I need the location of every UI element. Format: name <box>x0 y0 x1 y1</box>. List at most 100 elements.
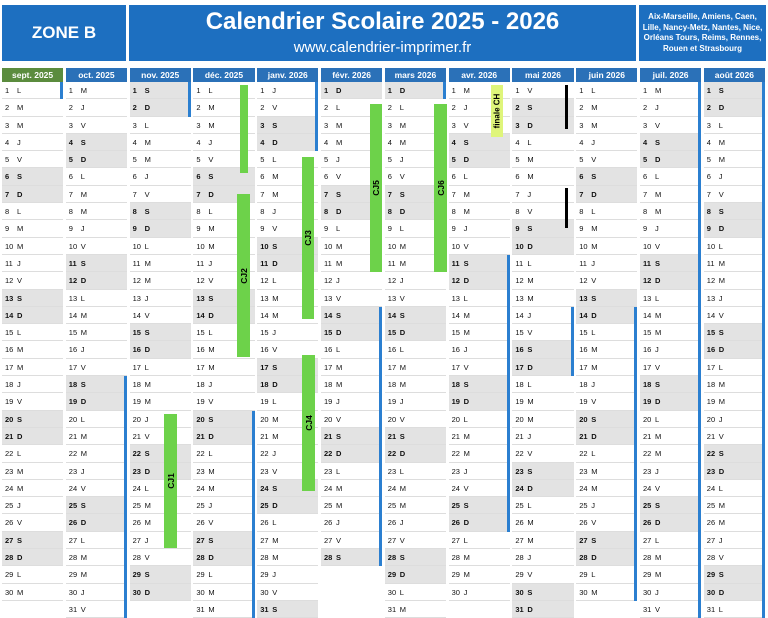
day-letter: D <box>272 137 278 147</box>
day-letter: V <box>80 362 86 372</box>
day-number: 3 <box>324 120 329 130</box>
day-letter: S <box>336 310 342 320</box>
day-row: 16 D <box>129 341 191 359</box>
day-number: 3 <box>68 120 73 130</box>
day-number: 2 <box>132 103 137 113</box>
day-letter: M <box>144 380 151 390</box>
day-number: 16 <box>324 345 333 355</box>
day-number: 18 <box>515 380 524 390</box>
day-number: 8 <box>451 207 456 217</box>
month-header: mars 2026 <box>384 68 446 82</box>
day-letter: S <box>399 553 405 563</box>
day-row: 10 L <box>703 238 765 255</box>
day-number: 13 <box>68 293 78 303</box>
day-letter: V <box>336 172 342 182</box>
day-row: 12 J <box>321 272 383 290</box>
day-letter: J <box>144 414 149 424</box>
day-row: 27 J <box>703 532 765 550</box>
day-letter: V <box>272 466 278 476</box>
day-letter: D <box>655 276 661 286</box>
day-number: 5 <box>132 155 137 165</box>
day-number: 18 <box>387 380 397 390</box>
day-letter: M <box>655 86 662 95</box>
day-letter: M <box>272 310 279 320</box>
day-number: 16 <box>260 345 269 355</box>
day-number: 20 <box>515 414 524 424</box>
day-letter: M <box>718 380 726 390</box>
day-letter: L <box>208 328 213 338</box>
day-number: 27 <box>260 535 269 545</box>
day-row: 30 J <box>65 584 127 601</box>
day-number: 22 <box>451 449 460 459</box>
day-row: 23 D <box>129 462 191 480</box>
day-number: 26 <box>260 518 269 528</box>
day-number: 9 <box>5 224 10 234</box>
day-row: 18 J <box>576 376 638 394</box>
day-letter: L <box>208 86 213 95</box>
day-number: 14 <box>387 310 397 320</box>
day-number: 2 <box>579 103 584 113</box>
day-letter: J <box>144 293 149 303</box>
day-letter: S <box>591 172 597 182</box>
day-letter: S <box>527 587 533 597</box>
site-url[interactable]: www.calendrier-imprimer.fr <box>293 39 472 56</box>
day-number: 8 <box>387 207 392 217</box>
day-row: 22 D <box>321 445 383 463</box>
day-letter: V <box>655 241 661 251</box>
day-number: 21 <box>324 431 333 441</box>
day-letter: M <box>144 155 151 165</box>
day-row: 16 M <box>2 341 64 359</box>
day-number: 25 <box>324 501 333 511</box>
day-row: 26 M <box>512 514 574 532</box>
day-row: 26 V <box>2 514 64 532</box>
day-number: 11 <box>451 258 460 268</box>
day-row: 28 S <box>321 549 383 567</box>
day-letter: M <box>463 570 470 580</box>
day-number: 1 <box>68 86 73 95</box>
day-letter: M <box>208 483 215 493</box>
day-letter: V <box>272 587 278 597</box>
day-number: 4 <box>515 137 520 147</box>
cj4-label: CJ4 <box>303 415 314 431</box>
day-number: 29 <box>5 570 14 580</box>
day-letter: V <box>208 276 214 286</box>
day-row: 14 S <box>384 306 446 325</box>
day-number: 13 <box>579 293 588 303</box>
day-number: 25 <box>579 501 588 511</box>
day-number: 5 <box>579 155 584 165</box>
day-letter: D <box>463 518 470 528</box>
day-letter: S <box>527 103 533 113</box>
day-row: 20 L <box>448 411 510 428</box>
day-letter: J <box>718 414 723 424</box>
day-number: 14 <box>451 310 460 320</box>
day-row: 24 M <box>193 480 255 498</box>
day-number: 24 <box>387 483 397 493</box>
day-letter: M <box>208 224 215 234</box>
day-row: 12 L <box>257 272 319 290</box>
month-column: oct. 2025 1 M 2 J 3 V 4 S 5 D 6 L 7 M 8 M 9 J 10 V 11 S 12 D 13 L 1… <box>65 68 127 618</box>
day-number: 10 <box>387 241 397 251</box>
day-row: 28 M <box>640 549 702 567</box>
month-header: nov. 2025 <box>129 68 191 82</box>
day-number: 23 <box>260 466 269 476</box>
holiday-line <box>443 82 446 100</box>
month-header: mai 2026 <box>512 68 574 82</box>
day-letter: S <box>144 207 150 217</box>
day-number: 28 <box>324 553 333 563</box>
day-letter: M <box>655 570 662 580</box>
day-letter: M <box>527 276 534 286</box>
day-letter: J <box>718 535 723 545</box>
day-number: 3 <box>706 120 711 130</box>
day-letter: D <box>144 103 151 113</box>
